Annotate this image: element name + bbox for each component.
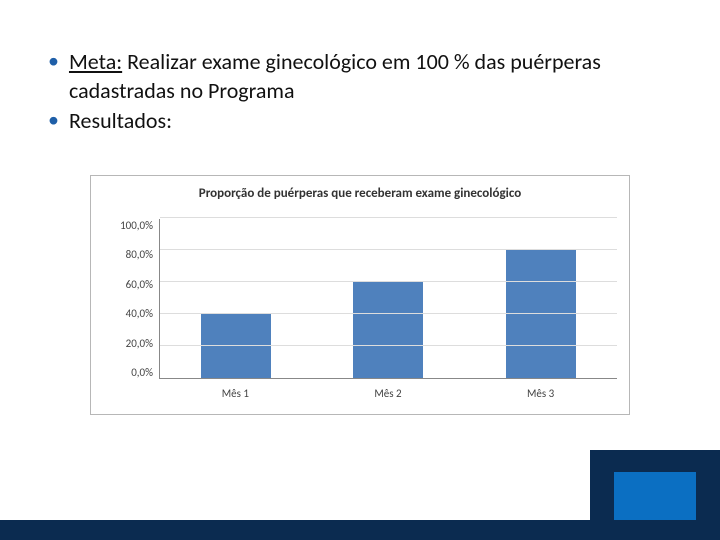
- chart-bars: [160, 219, 617, 378]
- chart-x-label: Mês 1: [222, 387, 249, 400]
- chart-y-axis: 100,0% 80,0% 60,0% 40,0% 20,0% 0,0%: [103, 219, 159, 379]
- chart-bar: [201, 314, 271, 378]
- meta-remainder: Realizar exame ginecológico em 100 % das…: [69, 48, 601, 104]
- chart-container: Proporção de puérperas que receberam exa…: [90, 175, 630, 415]
- chart-y-tick: 20,0%: [126, 337, 153, 350]
- chart-gridline: [160, 249, 617, 250]
- bullet-dot-icon: •: [48, 48, 59, 74]
- chart-y-tick: 100,0%: [120, 219, 153, 232]
- chart-title: Proporção de puérperas que receberam exa…: [103, 186, 617, 201]
- chart-gridline: [160, 345, 617, 346]
- bullet-dot-icon: •: [48, 107, 59, 133]
- chart-x-labels: Mês 1 Mês 2 Mês 3: [159, 379, 617, 400]
- chart-x-label: Mês 2: [374, 387, 401, 400]
- resultados-label: Resultados:: [69, 107, 172, 136]
- chart-x-label: Mês 3: [527, 387, 554, 400]
- meta-label: Meta:: [69, 48, 122, 75]
- chart-gridline: [160, 281, 617, 282]
- chart-gridline: [160, 313, 617, 314]
- chart-y-tick: 80,0%: [126, 248, 153, 261]
- slide: • Meta: Realizar exame ginecológico em 1…: [0, 0, 720, 540]
- chart-x-labels-row: Mês 1 Mês 2 Mês 3: [159, 379, 617, 400]
- bullet-meta: • Meta: Realizar exame ginecológico em 1…: [48, 48, 672, 105]
- chart-plot-row: 100,0% 80,0% 60,0% 40,0% 20,0% 0,0%: [103, 219, 617, 379]
- decor-bottom-bar: [0, 520, 720, 540]
- bullet-resultados: • Resultados:: [48, 107, 672, 136]
- bullet-meta-text: Meta: Realizar exame ginecológico em 100…: [69, 48, 672, 105]
- chart-plot-area: [159, 219, 617, 379]
- chart-y-tick: 0,0%: [131, 366, 153, 379]
- chart-gridline: [160, 217, 617, 218]
- decor-blue-block: [614, 472, 696, 520]
- chart-y-tick: 60,0%: [126, 278, 153, 291]
- chart-y-tick: 40,0%: [126, 307, 153, 320]
- content-area: • Meta: Realizar exame ginecológico em 1…: [48, 48, 672, 136]
- chart-bar: [353, 282, 423, 378]
- chart-bar: [506, 250, 576, 378]
